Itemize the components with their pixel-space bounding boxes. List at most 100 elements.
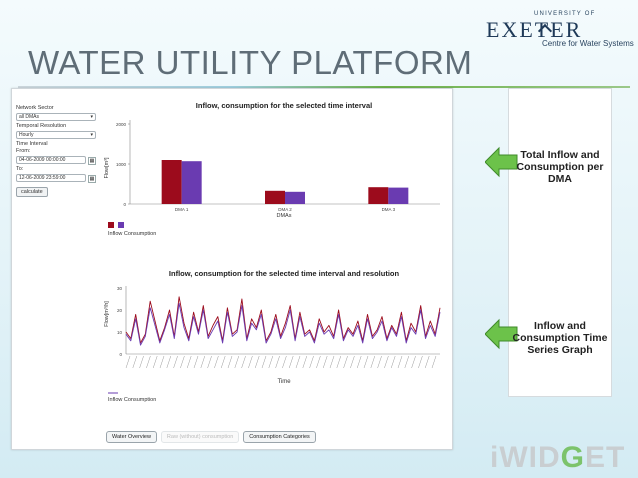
x-tick-mark [248,355,253,369]
x-tick-mark [254,355,260,369]
iwidget-logo: iWIDGET [490,441,625,475]
x-tick-mark [132,355,138,369]
x-tick-mark [350,355,355,369]
bar-consumption-2 [285,191,305,204]
iwidget-logo-text: iWID [490,441,561,474]
x-tick-mark [146,355,151,369]
bar-chart-title: Inflow, consumption for the selected tim… [196,101,372,110]
annotation-panel [508,88,612,397]
temporal-resolution-select[interactable]: Hourly ▾ [16,131,96,139]
time-interval-label: Time Interval [16,141,48,147]
legend-swatch-inflow [108,222,114,228]
x-tick-mark [377,355,382,369]
x-tick-mark [207,355,212,369]
x-tick-mark [336,355,342,369]
x-tick-mark [424,355,430,369]
x-tick-mark [302,355,308,369]
slide-title: WATER UTILITY PLATFORM [28,44,473,81]
y-tick-label: 10 [117,330,123,335]
app-panel [11,88,453,450]
x-tick-mark [418,355,423,369]
bar-chart: Inflow, consumption for the selected tim… [104,101,440,237]
x-tick-mark [343,355,348,369]
x-tick-mark [180,355,185,369]
x-tick-mark [295,355,301,369]
view-tabs: Water Overview Raw (without) consumption… [106,431,316,443]
x-tick-mark [275,355,280,369]
x-tick-mark [288,355,294,369]
x-tick-mark [173,355,178,369]
logo-university-text: UNIVERSITY OF [534,11,596,17]
tab-raw-consumption[interactable]: Raw (without) consumption [160,431,240,443]
x-tick-mark [214,355,219,369]
logo-unit: Centre for Water Systems [542,39,634,48]
x-tick-mark [166,355,172,369]
logo-name: EXETER [486,17,583,42]
y-tick-label: 2000 [116,122,127,127]
tab-water-overview[interactable]: Water Overview [106,431,157,443]
arrow-left-icon [485,146,518,178]
tab-consumption-categories[interactable]: Consumption Categories [243,431,316,443]
x-tick-mark [152,355,158,369]
x-tick-mark [390,355,396,369]
y-tick-label: 20 [117,308,123,313]
university-logo: UNIVERSITY OF EXETER Centre for Water Sy… [486,10,636,50]
bar-inflow-3 [368,187,389,204]
chevron-down-icon: ▾ [90,114,93,120]
x-tick-mark [139,355,144,369]
x-tick-mark [356,355,362,369]
temporal-resolution-value: Hourly [19,132,34,138]
bar-chart-xlabel: DMAs [277,213,292,219]
x-tick-mark [397,355,403,369]
calendar-icon[interactable]: ▦ [88,156,96,165]
line-chart: Inflow, consumption for the selected tim… [104,269,441,403]
x-tick-mark [200,355,206,369]
x-tick-mark [282,355,287,369]
from-date-value: 04-06-2009 00:00:00 [19,157,66,163]
bar-consumption-1 [181,161,202,204]
x-tick-mark [309,355,314,369]
arrow-left-icon [485,318,518,350]
x-tick-mark [322,355,328,369]
annotation-time-series: Inflow and Consumption Time Series Graph [512,320,608,356]
x-tick-mark [411,355,416,369]
x-tick-mark [186,355,192,369]
from-date-input[interactable]: 04-06-2009 00:00:00 [16,156,86,164]
x-tick-mark [193,355,199,369]
y-tick-label: 0 [119,352,122,357]
x-tick-label: DMA 1 [175,207,189,212]
calculate-button[interactable]: calculate [16,187,48,197]
x-tick-mark [241,355,246,369]
legend-labels: Inflow Consumption [108,231,156,237]
x-tick-mark [227,355,233,369]
x-tick-mark [125,355,131,369]
x-tick-label: DMA 2 [278,207,292,212]
filter-sidebar: Network Sector all DMAs ▾ Temporal Resol… [16,103,102,197]
bar-consumption-3 [388,187,409,204]
from-label: From: [16,148,31,154]
x-tick-mark [159,355,165,369]
calendar-icon[interactable]: ▦ [88,174,96,183]
network-sector-label: Network Sector [16,105,54,111]
network-sector-select[interactable]: all DMAs ▾ [16,113,96,121]
y-tick-label: 0 [123,202,126,207]
legend-label: Inflow Consumption [108,397,156,403]
water-drop-icon: G [560,441,585,474]
x-tick-mark [329,355,335,369]
x-tick-mark [431,355,437,369]
x-tick-mark [370,355,376,369]
chevron-down-icon: ▾ [90,132,93,138]
x-tick-mark [261,355,267,369]
series-line-consumption [125,302,441,346]
bar-inflow-1 [161,160,182,204]
y-tick-label: 1000 [116,162,127,167]
series-line-inflow [125,296,441,344]
bar-inflow-2 [265,190,285,204]
x-tick-mark [234,355,240,369]
x-tick-mark [384,355,389,369]
line-chart-xlabel: Time [277,379,291,385]
to-date-input[interactable]: 12-06-2009 23:59:00 [16,174,86,182]
x-tick-mark [363,355,369,369]
annotation-total-inflow: Total Inflow and Consumption per DMA [516,149,604,185]
line-chart-title: Inflow, consumption for the selected tim… [169,269,400,278]
